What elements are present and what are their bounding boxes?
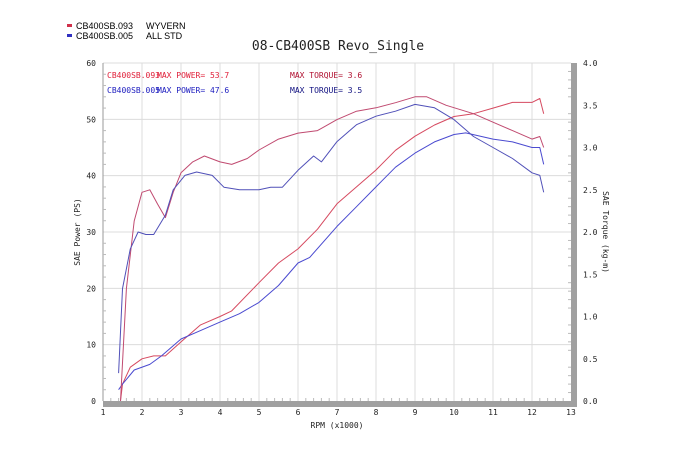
y2-tick-label: 2.5	[583, 186, 598, 195]
y2-tick-label: 0.0	[583, 397, 598, 406]
y-tick-label: 30	[86, 228, 96, 237]
y-tick-label: 50	[86, 115, 96, 124]
x-tick-label: 6	[296, 408, 301, 417]
y2-tick-label: 0.5	[583, 355, 598, 364]
x-tick-label: 5	[257, 408, 262, 417]
annotation-run-2: CB400SB.005	[107, 86, 160, 95]
x-tick-label: 1	[101, 408, 106, 417]
y2-tick-label: 3.0	[583, 144, 598, 153]
x-axis-bar	[103, 401, 577, 407]
legend-swatch-std	[67, 34, 72, 37]
series-line-cb400sb-093-torque	[120, 96, 545, 402]
y-tick-label: 40	[86, 172, 96, 181]
x-tick-label: 7	[335, 408, 340, 417]
series-line-cb400sb-005-torque	[118, 103, 545, 374]
series-line-cb400sb-005-power	[118, 132, 545, 390]
annotation-max-torque-2: MAX TORQUE= 3.5	[290, 86, 362, 95]
y-tick-label: 10	[86, 341, 96, 350]
y-tick-label: 20	[86, 284, 96, 293]
y2-tick-label: 1.0	[583, 313, 598, 322]
annotation-max-torque-1: MAX TORQUE= 3.6	[290, 71, 362, 80]
y2-axis-label: SAE Torque (kg-m)	[601, 191, 610, 273]
x-tick-label: 10	[449, 408, 459, 417]
y2-tick-label: 4.0	[583, 59, 598, 68]
x-tick-label: 2	[140, 408, 145, 417]
x-tick-label: 12	[527, 408, 537, 417]
x-tick-label: 9	[413, 408, 418, 417]
annotation-max-power-1: MAX POWER= 53.7	[157, 71, 229, 80]
series-line-cb400sb-093-power	[120, 98, 545, 402]
y2-tick-label: 2.0	[583, 228, 598, 237]
chart-title: 08-CB400SB Revo_Single	[252, 39, 424, 54]
y2-axis-bar	[571, 63, 577, 407]
legend-run-1: CB400SB.093	[76, 21, 133, 31]
x-tick-label: 8	[374, 408, 379, 417]
legend-run-2: CB400SB.005	[76, 31, 133, 41]
x-tick-label: 11	[488, 408, 498, 417]
y-tick-label: 60	[86, 59, 96, 68]
y2-tick-label: 3.5	[583, 101, 598, 110]
y-axis-label: SAE Power (PS)	[73, 198, 82, 265]
x-tick-label: 13	[566, 408, 576, 417]
x-tick-label: 3	[179, 408, 184, 417]
legend-desc-1: WYVERN	[146, 21, 186, 31]
legend-desc-2: ALL STD	[146, 31, 183, 41]
x-tick-label: 4	[218, 408, 223, 417]
annotation-run-1: CB400SB.093	[107, 71, 160, 80]
y-tick-label: 0	[91, 397, 96, 406]
annotation-max-power-2: MAX POWER= 47.6	[157, 86, 229, 95]
y2-tick-label: 1.5	[583, 270, 598, 279]
x-axis-label: RPM (x1000)	[311, 421, 364, 430]
legend-swatch-wyvern	[67, 24, 72, 27]
